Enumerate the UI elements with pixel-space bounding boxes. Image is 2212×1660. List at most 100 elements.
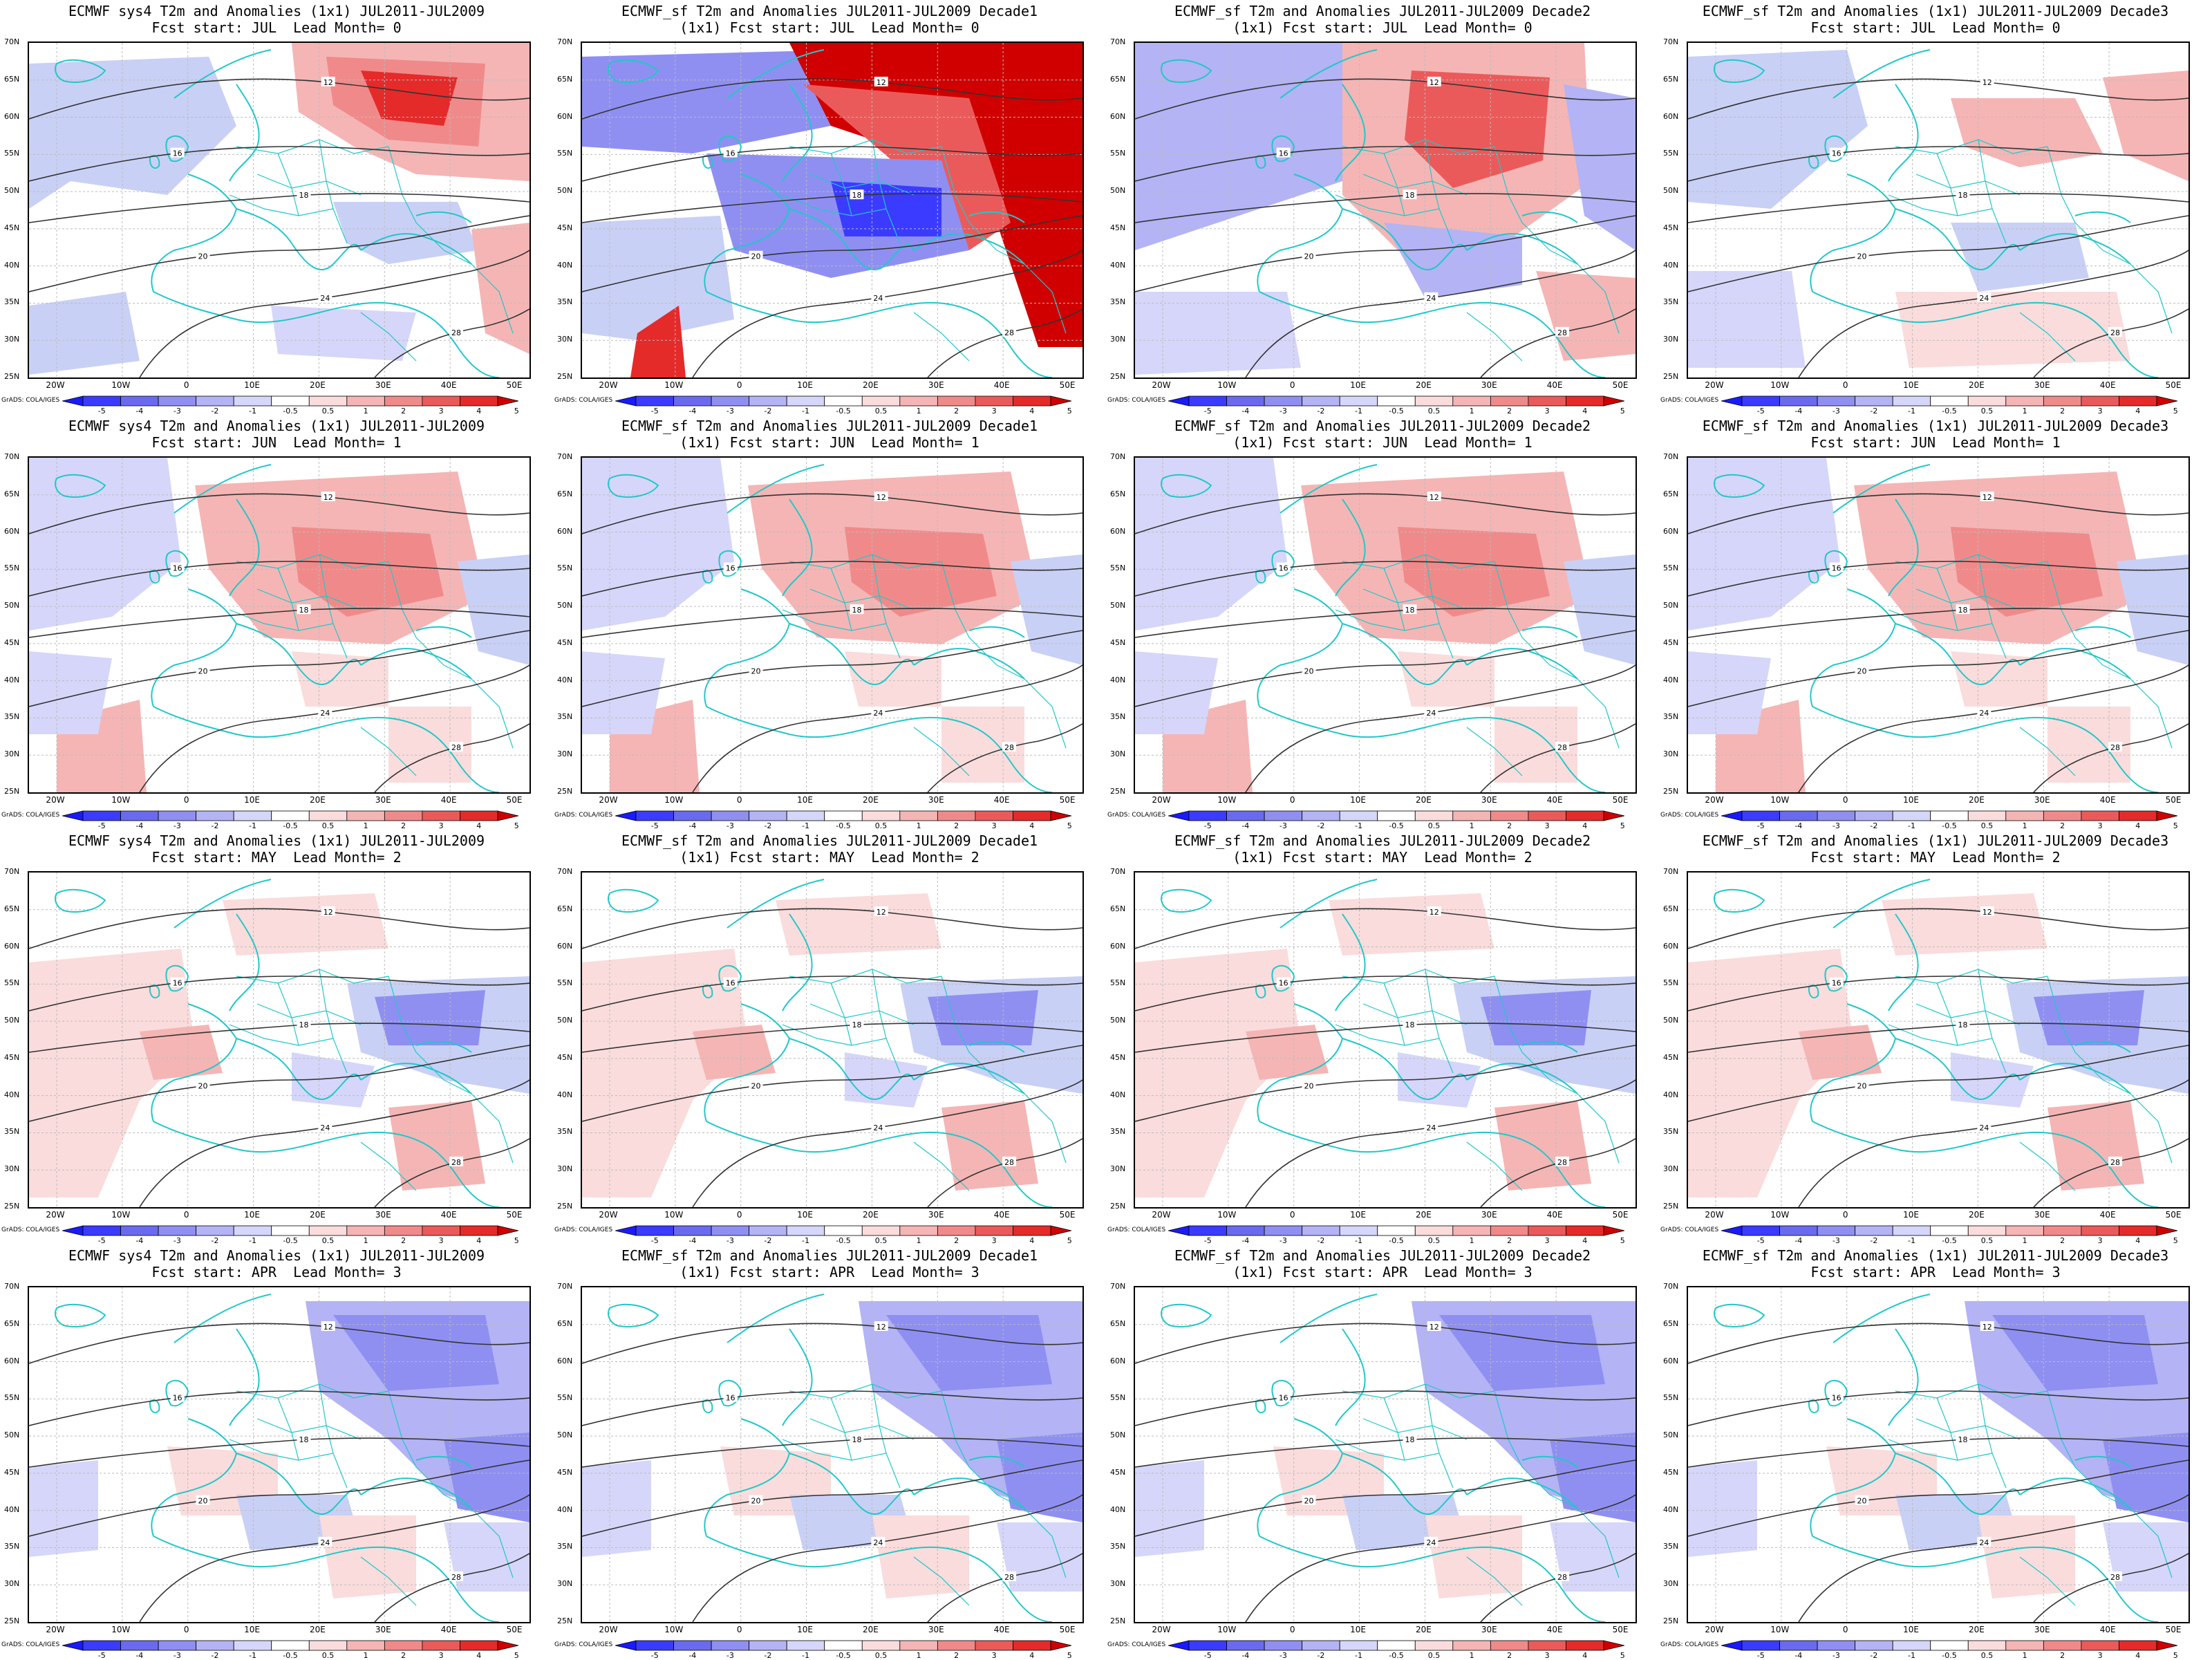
lon-tick-label: 30E (2034, 1210, 2050, 1220)
contour-label: 20 (751, 1082, 761, 1091)
temperature-contour (29, 146, 529, 182)
colorbar-swatch (1741, 1225, 1780, 1236)
colorbar-label: 4 (476, 821, 482, 830)
coastline (1895, 1453, 2021, 1516)
lat-tick-label: 35N (1663, 1542, 1679, 1551)
country-border (941, 561, 997, 666)
colorbar-swatch (1226, 395, 1265, 407)
country-border (1494, 1390, 1550, 1495)
contour-label: 20 (198, 667, 208, 676)
panel-title: ECMWF_sf T2m and Anomalies (1x1) JUL2011… (1702, 1247, 2169, 1264)
contour-label: 12 (1983, 78, 1992, 87)
panel-title: ECMWF_sf T2m and Anomalies JUL2011-JUL20… (621, 418, 1038, 434)
contour-label: 24 (1426, 1123, 1436, 1132)
contour-label-bg (2108, 741, 2123, 752)
lon-tick-label: 20W (1152, 1210, 1171, 1220)
colorbar-label: -3 (726, 821, 734, 830)
colorbar-label: 0.5 (1427, 1651, 1441, 1660)
colorbar-swatch (1188, 810, 1227, 821)
lat-tick-label: 30N (4, 1579, 20, 1589)
contour-label: 28 (1004, 1573, 1014, 1582)
temperature-contour (1135, 1045, 1635, 1122)
colorbar-swatch (1302, 1640, 1340, 1651)
lat-tick-label: 25N (1663, 1202, 1679, 1211)
lat-tick-label: 40N (557, 260, 573, 270)
contour-label: 20 (198, 1497, 208, 1506)
lat-tick-label: 60N (557, 111, 573, 121)
contour-label: 24 (1979, 1123, 1989, 1132)
map-area: 12 16 18 20 24 28 (581, 456, 1084, 794)
colorbar-swatch (1188, 1225, 1227, 1236)
map-area: 12 16 18 20 24 28 (28, 456, 531, 794)
temperature-contour (1245, 664, 1635, 792)
lon-tick-label: 10W (111, 380, 131, 390)
lat-tick-label: 70N (4, 452, 20, 461)
contour-label-bg (1424, 707, 1438, 717)
colorbar-label: 4 (476, 1236, 482, 1245)
panel-title: ECMWF sys4 T2m and Anomalies (1x1) JUL20… (68, 1247, 485, 1264)
anomaly-shading (582, 651, 665, 734)
contour-label: 18 (852, 606, 862, 615)
contour-label: 20 (1857, 667, 1867, 676)
colorbar-label: -4 (1241, 1236, 1250, 1245)
colorbar-label: -4 (688, 1236, 697, 1245)
lon-tick-label: 30E (1481, 795, 1497, 805)
colorbar-swatch (62, 1640, 84, 1651)
lat-tick-label: 50N (1663, 1016, 1679, 1025)
coastline (1810, 1418, 1897, 1537)
panel-title: ECMWF sys4 T2m and Anomalies (1x1) JUL20… (68, 832, 485, 849)
colorbar-label: 0.5 (1427, 821, 1441, 830)
colorbar-swatch (271, 1225, 310, 1236)
lat-tick-label: 25N (1110, 787, 1126, 796)
lon-tick-label: 20E (309, 1210, 326, 1220)
lat-tick-label: 70N (4, 37, 20, 46)
lon-tick-label: 30E (2034, 380, 2050, 390)
colorbar-swatch (460, 1225, 498, 1236)
coastline (236, 623, 362, 686)
colorbar-swatch (615, 1225, 637, 1236)
lat-tick-label: 45N (1110, 1052, 1126, 1062)
lon-tick-label: 40E (993, 795, 1010, 805)
lat-tick-label: 55N (4, 1393, 20, 1403)
colorbar-swatch (711, 1225, 750, 1236)
temperature-contour (374, 308, 529, 377)
lat-tick-label: 50N (557, 1016, 573, 1025)
anomaly-shading (375, 990, 485, 1045)
colorbar-label: -4 (1794, 1651, 1803, 1660)
colorbar-label: -4 (135, 407, 144, 416)
colorbar-swatch (2043, 1225, 2082, 1236)
colorbar-swatch (1264, 1225, 1303, 1236)
colorbar-label: 0.5 (321, 821, 335, 830)
contour-label: 24 (1979, 1538, 1989, 1547)
lon-tick-label: 10W (664, 1625, 684, 1634)
lon-tick-label: 50E (2165, 380, 2182, 390)
country-border (1888, 1024, 1993, 1046)
grads-credit: GrADS: COLA/IGES (1, 1641, 60, 1648)
colorbar-swatch (1452, 1640, 1491, 1651)
lat-tick-label: 65N (1663, 1318, 1679, 1328)
colorbar-label: -2 (1870, 1651, 1878, 1660)
colorbar-label: 2 (401, 407, 406, 416)
contour-label-bg (1977, 1121, 1991, 1132)
colorbar-swatch (1414, 1225, 1454, 1236)
map-area: 12 16 18 20 24 28 (1134, 1286, 1637, 1623)
colorbar-swatch (1967, 1225, 2007, 1236)
coastline (718, 550, 742, 577)
temperature-contour (29, 976, 529, 1011)
anomaly-shading (1384, 223, 1522, 299)
temperature-contour (582, 215, 1082, 292)
lon-tick-label: 20E (309, 795, 326, 805)
lat-tick-label: 60N (1110, 526, 1126, 536)
lat-tick-label: 70N (1663, 37, 1679, 46)
lat-tick-label: 50N (1663, 186, 1679, 196)
country-border (277, 982, 299, 1046)
anomaly-shading (1951, 651, 2047, 707)
map-area: 12 16 18 20 24 28 (28, 1286, 531, 1623)
lon-tick-label: 20W (599, 795, 618, 805)
lat-tick-label: 45N (1663, 1052, 1679, 1062)
colorbar-label: -4 (1241, 821, 1250, 830)
colorbar-swatch (1490, 395, 1529, 407)
colorbar-swatch (1050, 810, 1071, 821)
contour-label: 18 (852, 1435, 862, 1444)
coastline (913, 626, 1025, 680)
